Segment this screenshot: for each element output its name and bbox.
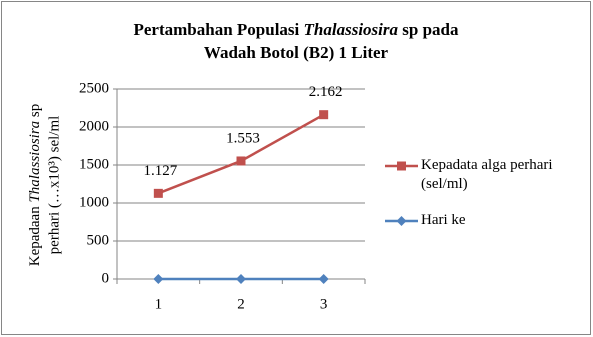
chart-title: Pertambahan Populasi Thalassiosira sp pa… <box>134 20 459 39</box>
title-part: Thalassiosira <box>304 20 399 39</box>
title-part: Pertambahan Populasi <box>134 20 304 39</box>
ylabel-part: Kepadaan <box>27 203 43 267</box>
x-tick-label: 3 <box>320 296 328 312</box>
legend-marker <box>397 161 406 171</box>
y-tick-label: 1500 <box>79 156 109 172</box>
y-tick-label: 0 <box>102 270 110 286</box>
title-part: sp pada <box>398 20 459 39</box>
y-tick-label: 2500 <box>79 80 109 96</box>
data-point <box>319 110 329 120</box>
y-tick-label: 1000 <box>79 194 109 210</box>
data-point <box>236 156 246 166</box>
legend-label: Hari ke <box>421 212 466 228</box>
legend-label: Kepadata alga perhari (sel/ml) <box>421 157 553 192</box>
x-tick-label: 1 <box>155 296 163 312</box>
data-point <box>153 188 163 198</box>
data-point <box>236 274 246 284</box>
data-label: 1.553 <box>226 130 260 146</box>
data-point <box>318 274 329 284</box>
y-axis-label: perhari (…x10³) sel/ml <box>46 116 62 255</box>
y-tick-label: 500 <box>87 232 110 248</box>
data-label: 2.162 <box>309 84 343 100</box>
data-label: 1.127 <box>143 163 177 179</box>
ylabel-part: Thalassiosira <box>27 121 43 203</box>
legend-marker <box>396 216 407 226</box>
y-tick-label: 2000 <box>79 118 109 134</box>
x-tick-label: 2 <box>237 296 245 312</box>
ylabel-part: sp <box>27 104 43 121</box>
data-point <box>153 274 164 284</box>
y-axis-label: Kepadaan Thalassiosira sp <box>27 104 43 267</box>
chart-title: Wadah Botol (B2) 1 Liter <box>204 43 389 62</box>
